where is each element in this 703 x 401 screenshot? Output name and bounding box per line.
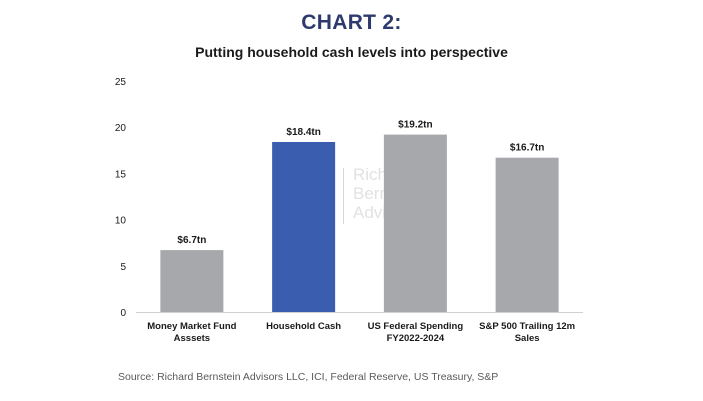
y-tick-label: 10 xyxy=(115,216,127,227)
x-tick-label: FY2022-2024 xyxy=(387,333,445,344)
chart-title: CHART 2: xyxy=(301,11,402,34)
source-note: Source: Richard Bernstein Advisors LLC, … xyxy=(118,371,499,383)
bar xyxy=(160,250,224,312)
y-tick-label: 5 xyxy=(120,262,126,273)
y-tick-label: 15 xyxy=(115,169,127,180)
watermark-line: Advi xyxy=(353,203,387,222)
chart-subtitle: Putting household cash levels into persp… xyxy=(195,44,508,60)
x-tick-label: Asssets xyxy=(174,333,210,344)
watermark-line: Bern xyxy=(353,184,389,203)
y-tick-label: 20 xyxy=(115,123,127,134)
bar xyxy=(495,157,559,312)
x-tick-label: Sales xyxy=(515,333,540,344)
x-tick-label: US Federal Spending xyxy=(368,321,464,332)
data-label: $6.7tn xyxy=(177,235,206,246)
watermark-logo: Rich Bern Advi xyxy=(343,166,403,226)
bar xyxy=(383,134,447,312)
data-label: $18.4tn xyxy=(286,127,320,138)
data-label: $19.2tn xyxy=(398,120,432,131)
x-tick-label: Money Market Fund xyxy=(147,321,236,332)
watermark-rule xyxy=(343,168,344,224)
y-tick-label: 0 xyxy=(120,308,126,319)
data-label: $16.7tn xyxy=(510,143,544,154)
watermark-line: Rich xyxy=(353,166,388,184)
y-tick-label: 25 xyxy=(115,77,127,88)
bar xyxy=(272,141,336,312)
x-tick-label: S&P 500 Trailing 12m xyxy=(479,321,575,332)
x-tick-label: Household Cash xyxy=(266,321,341,332)
